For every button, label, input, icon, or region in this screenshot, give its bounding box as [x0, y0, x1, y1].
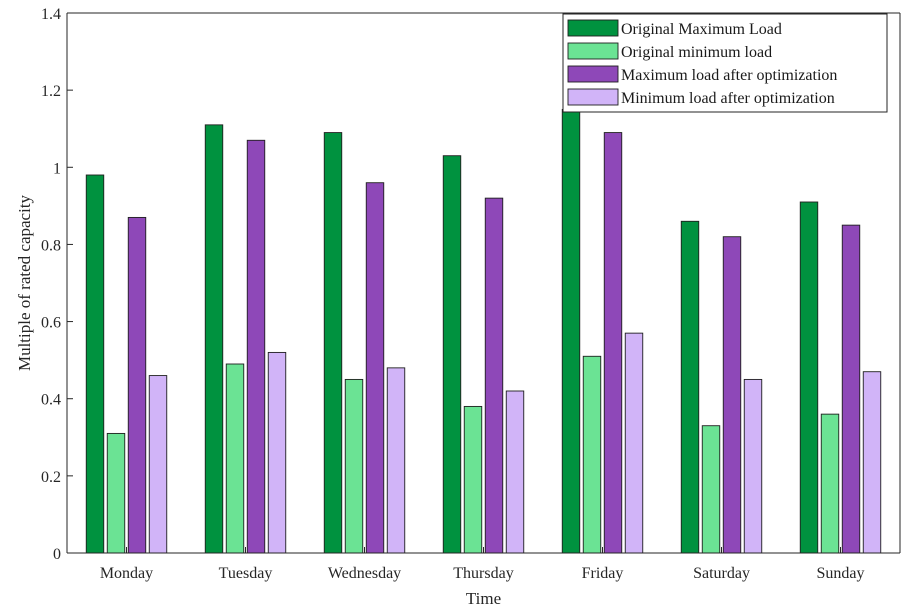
bars-layer — [85, 108, 882, 554]
bar-sunday-series-3 — [841, 224, 861, 554]
bar-thursday-series-3 — [484, 197, 504, 554]
bar-friday-series-2 — [582, 355, 602, 554]
legend-label-series-2: Original minimum load — [621, 44, 772, 61]
legend-label-series-1: Original Maximum Load — [621, 21, 782, 38]
legend-label-series-4: Minimum load after optimization — [621, 90, 835, 107]
x-axis-title: Time — [466, 589, 501, 608]
bar-tuesday-series-1 — [204, 124, 224, 554]
legend-swatch-series-4 — [567, 88, 619, 106]
bar-saturday-series-1 — [680, 220, 700, 554]
x-tick-label: Monday — [100, 565, 153, 582]
bar-saturday-series-2 — [701, 425, 721, 554]
bar-monday-series-3 — [127, 216, 147, 554]
legend-label-series-3: Maximum load after optimization — [621, 67, 837, 84]
y-tick-label: 1.4 — [41, 6, 61, 23]
x-tick-label: Friday — [582, 565, 624, 582]
bar-wednesday-series-2 — [344, 378, 364, 554]
x-tick-label: Tuesday — [219, 565, 273, 582]
bar-saturday-series-4 — [743, 378, 763, 554]
y-tick-label: 0.2 — [41, 469, 61, 486]
legend-swatch-series-1 — [567, 19, 619, 37]
bar-thursday-series-4 — [505, 390, 525, 554]
bar-monday-series-1 — [85, 174, 105, 554]
y-tick-label: 1 — [53, 160, 61, 177]
legend-swatch-series-2 — [567, 42, 619, 60]
bar-friday-series-3 — [603, 132, 623, 554]
legend-swatch-series-3 — [567, 65, 619, 83]
bar-thursday-series-2 — [463, 405, 483, 554]
bar-tuesday-series-4 — [267, 351, 287, 554]
bar-sunday-series-1 — [799, 201, 819, 554]
bar-thursday-series-1 — [442, 155, 462, 554]
bar-saturday-series-3 — [722, 236, 742, 554]
bar-wednesday-series-4 — [386, 367, 406, 554]
y-tick-label: 0.8 — [41, 237, 61, 254]
bar-friday-series-1 — [561, 108, 581, 554]
axes-layer: Monday Tuesday Wednesday Thursday Friday Satu… — [41, 6, 901, 582]
y-tick-label: 0.4 — [41, 392, 61, 409]
y-tick-label: 0 — [53, 546, 61, 563]
x-tick-label: Sunday — [817, 565, 865, 582]
bar-friday-series-4 — [624, 332, 644, 554]
y-tick-label: 1.2 — [41, 83, 61, 100]
y-tick-label: 0.6 — [41, 315, 61, 332]
x-tick-label: Saturday — [693, 565, 750, 582]
x-tick-label: Thursday — [453, 565, 513, 582]
bar-sunday-series-2 — [820, 413, 840, 554]
y-axis-title: Multiple of rated capacity — [15, 194, 34, 371]
bar-tuesday-series-2 — [225, 363, 245, 554]
legend: Original Maximum Load Original minimum lo… — [562, 13, 888, 113]
bar-wednesday-series-3 — [365, 182, 385, 554]
bar-tuesday-series-3 — [246, 139, 266, 554]
bar-wednesday-series-1 — [323, 132, 343, 554]
x-tick-label: Wednesday — [328, 565, 401, 582]
bar-sunday-series-4 — [862, 371, 882, 554]
bar-monday-series-4 — [148, 375, 168, 554]
bar-monday-series-2 — [106, 432, 126, 554]
